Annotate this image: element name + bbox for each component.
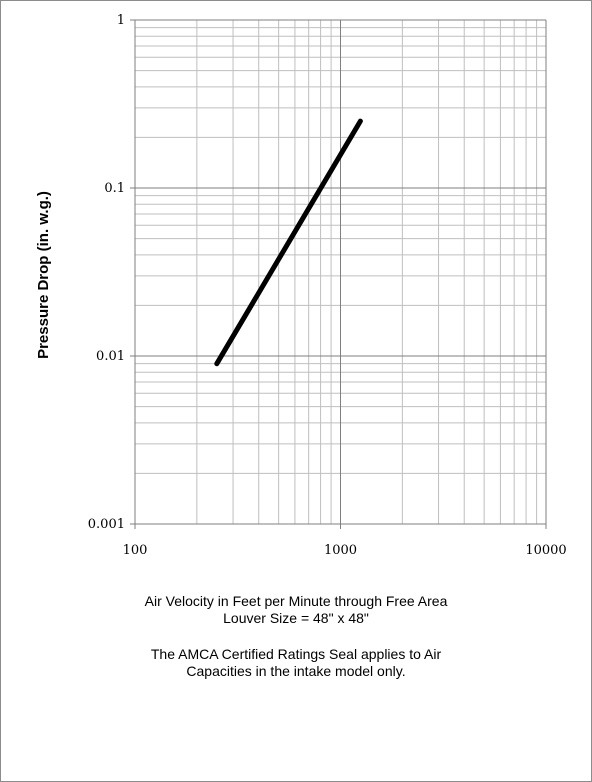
tick-labels: 0.001 0.01 0.1 1 100 1000 10000 [88,13,567,558]
y-tick-label: 0.01 [96,349,125,364]
louver-size-caption: Louver Size = 48" x 48" [223,610,369,626]
series-layer [214,118,363,367]
x-axis-caption: Air Velocity in Feet per Minute through … [144,593,448,609]
y-tick-label: 0.1 [104,181,125,196]
y-tick-label: 0.001 [88,517,125,532]
grid [134,19,547,525]
y-axis-label: Pressure Drop (in. w.g.) [35,191,52,359]
amca-note-line1: The AMCA Certified Ratings Seal applies … [150,646,442,662]
y-tick-label: 1 [117,13,125,28]
x-tick-label: 100 [123,543,148,558]
x-tick-label: 10000 [525,543,566,558]
axes [130,19,547,529]
amca-note-line2: Capacities in the intake model only. [186,663,406,679]
x-tick-label: 1000 [324,543,357,558]
pressure-drop-line [214,118,363,367]
